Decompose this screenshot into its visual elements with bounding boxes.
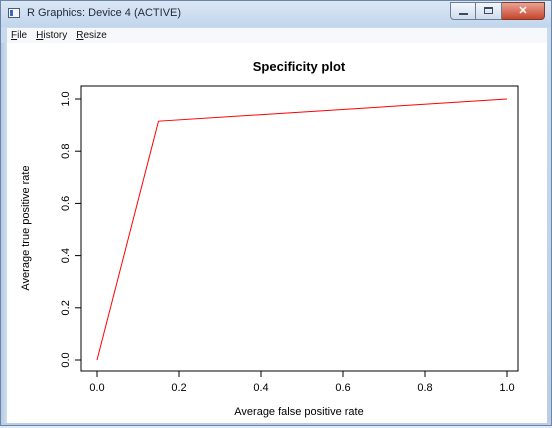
y-tick-label: 0.8 [60,144,72,159]
close-button[interactable]: ✕ [502,2,545,20]
menu-history[interactable]: History [36,30,68,41]
caption-buttons: ✕ [450,2,545,21]
x-tick-label: 0.2 [171,382,186,394]
menu-resize[interactable]: Resize [76,30,107,41]
title-bar[interactable]: R Graphics: Device 4 (ACTIVE) ✕ [1,1,551,27]
plot-canvas: Specificity plot 0.0 0.2 0.4 0.6 0.8 1.0 0.0 0… [7,43,547,423]
close-icon: ✕ [518,5,528,17]
maximize-icon [484,7,493,14]
y-axis: 0.0 0.2 0.4 0.6 0.8 1.0 [60,91,82,368]
x-tick-label: 0.4 [253,382,268,394]
menu-file[interactable]: File [11,30,28,41]
menu-bar: File History Resize [7,28,547,43]
x-tick-label: 1.0 [499,382,514,394]
x-axis-label: Average false positive rate [234,406,363,418]
x-tick-label: 0.0 [89,382,104,394]
x-axis: 0.0 0.2 0.4 0.6 0.8 1.0 [89,370,515,394]
plot-frame [80,85,519,372]
x-tick-label: 0.8 [417,382,432,394]
series-line [96,98,508,361]
y-tick-label: 0.4 [60,248,72,263]
maximize-button[interactable] [476,2,502,20]
series-layer [96,98,508,361]
specificity-chart: Specificity plot 0.0 0.2 0.4 0.6 0.8 1.0 0.00… [20,59,519,418]
window-left-border [1,43,7,423]
window-title: R Graphics: Device 4 (ACTIVE) [27,7,182,19]
minimize-button[interactable] [450,2,476,20]
y-tick-label: 1.0 [60,91,72,106]
x-tick-label: 0.6 [335,382,350,394]
y-tick-label: 0.2 [60,300,72,315]
r-app-icon [8,8,20,18]
chart-title: Specificity plot [253,59,346,74]
y-tick-label: 0.6 [60,196,72,211]
minimize-icon [459,13,468,15]
y-axis-label: Average true positive rate [20,165,32,290]
y-tick-label: 0.0 [60,352,72,367]
